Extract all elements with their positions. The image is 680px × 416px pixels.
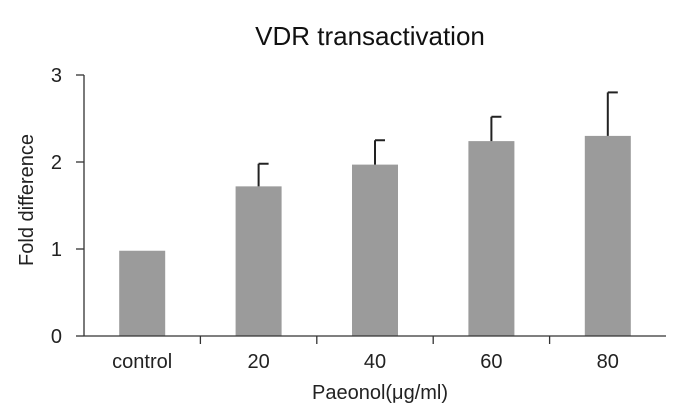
x-tick-label: 40 — [364, 351, 386, 373]
y-tick-label: 1 — [51, 239, 62, 261]
error-bars — [257, 91, 618, 187]
bar — [235, 186, 282, 336]
bar — [584, 135, 631, 336]
bar — [119, 250, 166, 336]
bar — [468, 141, 515, 336]
y-axis-ticks: 0 1 2 3 — [51, 65, 84, 348]
x-axis-ticks: control 20 40 60 80 — [112, 336, 619, 373]
y-tick-label: 2 — [51, 152, 62, 174]
y-tick-label: 0 — [51, 326, 62, 348]
chart-title: VDR transactivation — [255, 21, 485, 51]
x-tick-label: 20 — [247, 351, 269, 373]
bar — [352, 164, 398, 336]
x-axis-label: Paeonol(μg/ml) — [312, 382, 448, 404]
y-axis-label: Fold difference — [16, 134, 38, 266]
y-tick-label: 3 — [51, 65, 62, 87]
bars — [119, 135, 631, 336]
x-tick-label: 80 — [597, 351, 619, 373]
x-tick-label: 60 — [480, 351, 502, 373]
x-tick-label: control — [112, 351, 172, 373]
